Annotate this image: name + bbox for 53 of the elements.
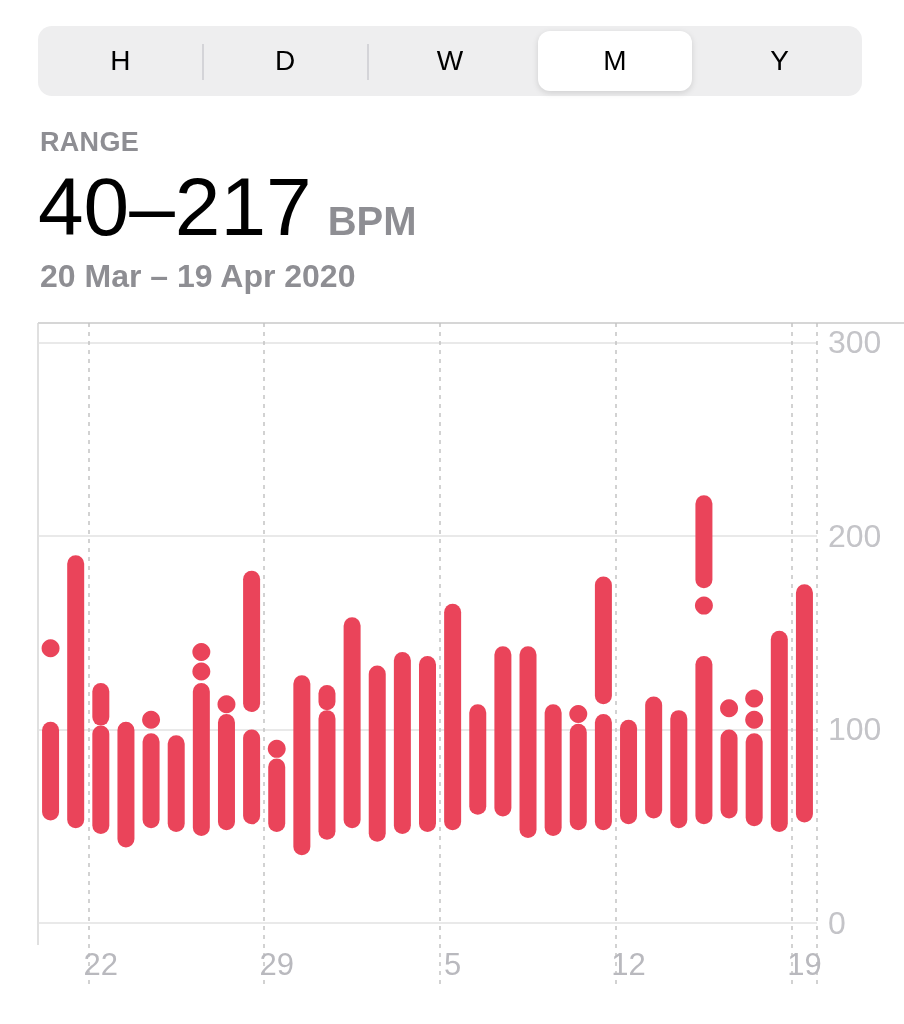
bar (695, 655, 713, 825)
y-tick-label: 0 (828, 905, 846, 942)
bar (469, 704, 487, 815)
bar (720, 729, 738, 819)
bar (343, 617, 361, 829)
point (142, 710, 161, 729)
bar (444, 603, 462, 831)
bar (67, 555, 85, 829)
text: 40–217 (38, 161, 312, 252)
bar (142, 733, 160, 829)
bar (243, 570, 261, 713)
bar (645, 696, 663, 819)
bar (117, 721, 135, 848)
bar (393, 652, 411, 835)
y-tick-label: 100 (828, 711, 882, 748)
x-tick-label: 29 (259, 947, 294, 982)
y-tick-label: 300 (828, 324, 882, 361)
bar (519, 646, 537, 838)
text: BPM (327, 199, 417, 243)
chart-subtitle: 20 Mar – 19 Apr 2020 (40, 258, 356, 294)
bar (594, 714, 612, 831)
bar (167, 735, 185, 833)
bar (594, 576, 612, 705)
bar (42, 721, 60, 821)
x-tick-label: 22 (83, 947, 119, 982)
point (569, 705, 588, 723)
point (41, 639, 60, 658)
point (267, 739, 286, 758)
y-tick-label: 200 (828, 517, 882, 554)
x-tick-label: 5 (444, 947, 462, 982)
point (745, 689, 764, 708)
bar (795, 584, 813, 823)
point (720, 699, 739, 718)
bar (544, 704, 562, 836)
point (217, 695, 236, 714)
point (745, 710, 764, 729)
point (694, 596, 713, 615)
bar (770, 630, 788, 833)
bar (670, 710, 688, 829)
bar (243, 729, 261, 825)
segmented-control: H D W M Y (38, 26, 862, 96)
bar (419, 655, 436, 833)
x-tick-label: 19 (787, 947, 822, 982)
bar (620, 719, 638, 825)
bar (293, 675, 311, 856)
bar (745, 733, 763, 827)
bar (695, 495, 713, 589)
bar (494, 646, 512, 817)
bar (368, 665, 386, 842)
x-tick-label: 12 (611, 947, 646, 982)
point (192, 643, 211, 662)
chart-title: RANGE (40, 127, 140, 157)
point (192, 662, 211, 681)
